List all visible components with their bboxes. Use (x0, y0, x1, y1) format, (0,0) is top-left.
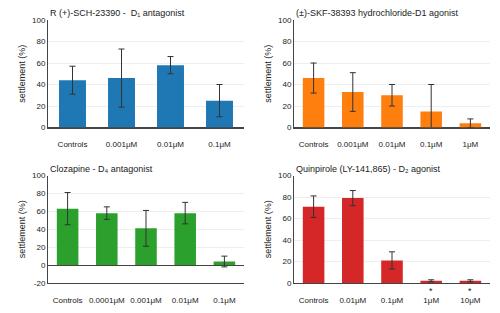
svg-text:0.001μM: 0.001μM (106, 140, 138, 149)
svg-text:-20: -20 (34, 279, 46, 288)
svg-text:100: 100 (32, 16, 46, 25)
svg-text:0.0001μM: 0.0001μM (89, 296, 125, 305)
svg-text:Quinpirole (LY-141,865) - D₂ a: Quinpirole (LY-141,865) - D₂ agonist (296, 164, 441, 174)
svg-text:Controls: Controls (53, 296, 83, 305)
svg-text:40: 40 (282, 80, 291, 89)
svg-text:60: 60 (36, 207, 45, 216)
svg-text:settlement (%): settlement (%) (263, 45, 273, 103)
svg-text:0.1μM: 0.1μM (381, 296, 404, 305)
svg-text:0: 0 (41, 123, 46, 132)
svg-text:*: * (429, 286, 433, 296)
svg-text:60: 60 (282, 214, 291, 223)
svg-text:80: 80 (282, 193, 291, 202)
svg-text:0.001μM: 0.001μM (130, 296, 162, 305)
svg-text:settlement (%): settlement (%) (17, 45, 27, 103)
svg-text:40: 40 (282, 236, 291, 245)
svg-text:Controls: Controls (58, 140, 88, 149)
svg-text:0.01μM: 0.01μM (339, 296, 366, 305)
svg-text:settlement (%): settlement (%) (263, 200, 273, 258)
svg-text:Clozapine - D₄ antagonist: Clozapine - D₄ antagonist (50, 164, 153, 174)
svg-text:20: 20 (36, 102, 45, 111)
svg-text:0.01μM: 0.01μM (379, 140, 406, 149)
svg-text:settlement (%): settlement (%) (17, 200, 27, 258)
svg-text:20: 20 (36, 243, 45, 252)
svg-text:40: 40 (36, 225, 45, 234)
svg-text:40: 40 (36, 80, 45, 89)
svg-text:1μM: 1μM (463, 140, 479, 149)
svg-text:Controls: Controls (299, 296, 329, 305)
svg-text:0.1μM: 0.1μM (208, 140, 231, 149)
svg-text:0.01μM: 0.01μM (172, 296, 199, 305)
svg-text:60: 60 (282, 59, 291, 68)
svg-text:20: 20 (282, 257, 291, 266)
svg-text:80: 80 (36, 189, 45, 198)
svg-text:(±)-SKF-38393 hydrochloride-D1: (±)-SKF-38393 hydrochloride-D1 agonist (296, 8, 459, 18)
svg-text:0.1μM: 0.1μM (213, 296, 236, 305)
svg-text:1μM: 1μM (423, 296, 439, 305)
svg-text:0: 0 (287, 123, 292, 132)
svg-text:*: * (468, 286, 472, 296)
svg-text:100: 100 (278, 16, 292, 25)
svg-text:60: 60 (36, 59, 45, 68)
svg-text:R (+)-SCH-23390 - D₁ antagoni: R (+)-SCH-23390 - D₁ antagonist (50, 8, 185, 18)
svg-text:80: 80 (282, 37, 291, 46)
svg-text:0: 0 (41, 261, 46, 270)
svg-text:10μM: 10μM (460, 296, 481, 305)
svg-text:100: 100 (32, 171, 46, 180)
svg-text:0.001μM: 0.001μM (337, 140, 369, 149)
svg-text:80: 80 (36, 37, 45, 46)
svg-text:20: 20 (282, 102, 291, 111)
svg-text:Controls: Controls (299, 140, 329, 149)
svg-text:0.01μM: 0.01μM (157, 140, 184, 149)
svg-text:0: 0 (287, 279, 292, 288)
svg-text:100: 100 (278, 171, 292, 180)
svg-text:0.1μM: 0.1μM (420, 140, 443, 149)
